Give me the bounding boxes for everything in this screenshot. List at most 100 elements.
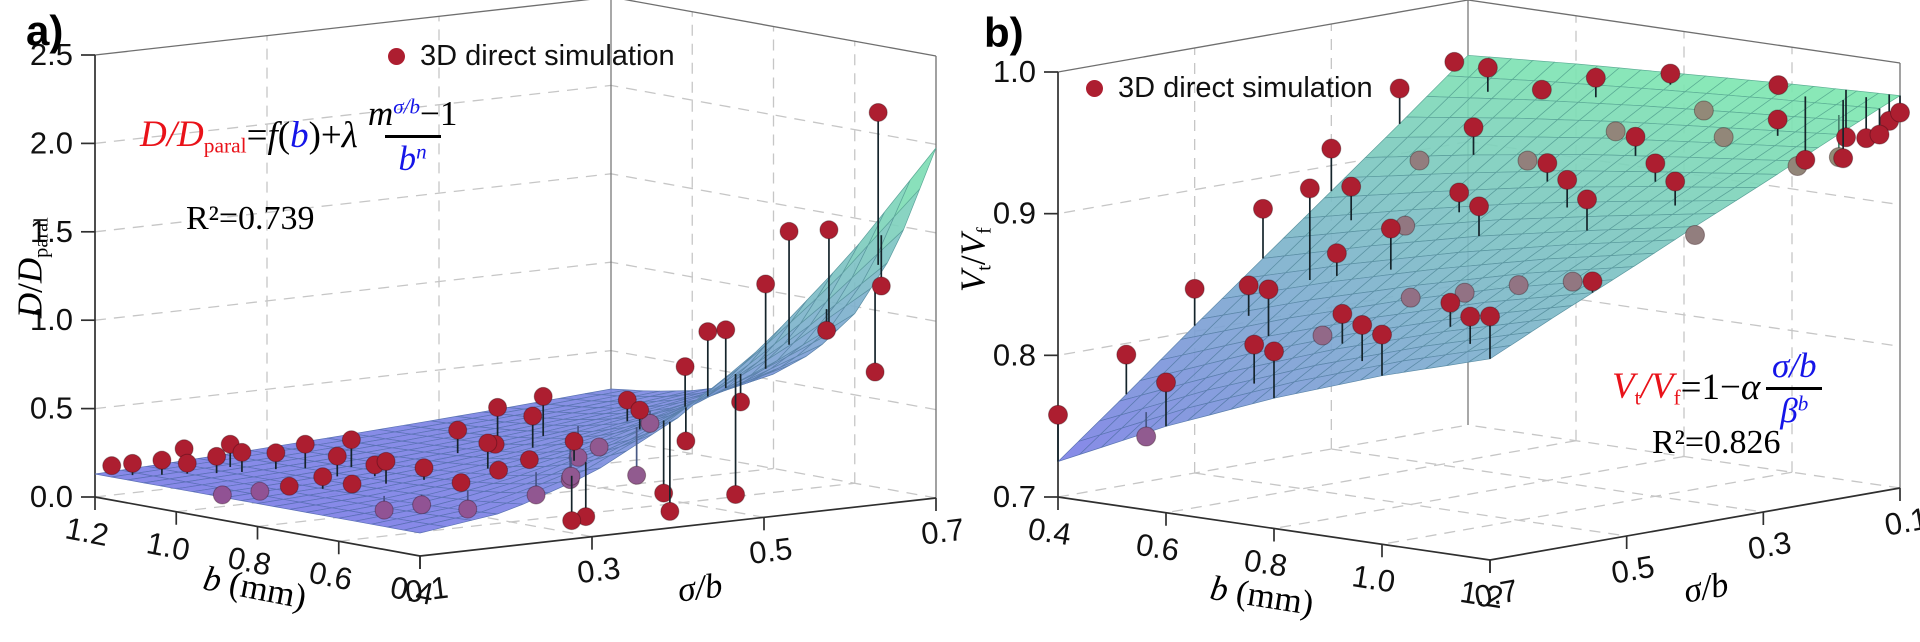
data-point — [1444, 51, 1465, 72]
data-point — [232, 442, 252, 462]
data-point — [865, 362, 885, 382]
data-point — [1693, 100, 1714, 121]
data-point — [1321, 138, 1342, 159]
data-point — [123, 453, 143, 473]
y-tick-label: 0.3 — [575, 550, 622, 590]
z-tick-label: 2.0 — [30, 125, 73, 160]
data-point — [617, 390, 637, 410]
data-point — [1469, 196, 1489, 217]
data-point — [1463, 117, 1484, 138]
eq-b-fraction: σ/b βb — [1766, 348, 1823, 429]
data-point — [207, 446, 227, 466]
data-point — [1562, 271, 1583, 292]
data-point — [414, 458, 434, 478]
x-tick-label: 0.8 — [1242, 542, 1290, 583]
data-point — [523, 406, 543, 426]
equation-panel-b: Vt/Vf =1− α σ/b βb — [1612, 348, 1823, 429]
data-point — [1238, 275, 1259, 296]
y-tick-label: 0.7 — [1472, 573, 1521, 615]
data-point — [1400, 287, 1421, 308]
data-point — [1341, 176, 1362, 197]
data-point — [1389, 78, 1410, 99]
x-tick-label: 1.0 — [144, 525, 193, 568]
data-point — [102, 456, 122, 476]
data-point — [871, 276, 891, 296]
data-point — [478, 433, 498, 453]
data-point — [266, 443, 286, 463]
legend-label: 3D direct simulation — [1118, 72, 1373, 104]
data-point — [1625, 126, 1646, 147]
panel-a-label: a) — [26, 7, 64, 54]
data-point — [819, 220, 839, 240]
scatter-points-behind — [212, 410, 660, 520]
data-point — [212, 485, 232, 505]
data-point — [1577, 189, 1597, 210]
z-tick-label: 0.7 — [993, 479, 1036, 514]
legend-panel-a: 3D direct simulation — [388, 40, 675, 73]
data-point — [526, 485, 546, 505]
scatter-points-behind — [1136, 100, 1849, 447]
x-tick-label: 1.0 — [1350, 558, 1398, 599]
data-point — [1312, 325, 1333, 346]
data-point — [1605, 121, 1626, 142]
data-point — [1116, 344, 1137, 365]
box-edges — [94, 0, 937, 498]
data-point — [660, 501, 680, 521]
data-point — [448, 420, 468, 440]
data-point — [1480, 306, 1500, 327]
data-point — [1136, 426, 1157, 447]
panel-b: 0.70.80.91.00.4 0.6 0.8 1.0 1.20.70.50.30.1 — [993, 0, 1920, 615]
data-point — [654, 483, 674, 503]
panel-a: 0.0 0.5 1.0 1.5 2.0 2.5 1.2 1.0 0.8 0.6 0.40.1 0.3 0… — [30, 0, 966, 612]
data-point — [1156, 372, 1176, 393]
surface-mesh — [1057, 54, 1902, 462]
data-point — [1477, 57, 1498, 78]
data-point — [1048, 404, 1068, 425]
data-point — [1460, 306, 1481, 327]
data-point — [1768, 75, 1789, 96]
data-point — [731, 392, 751, 412]
data-point — [313, 467, 333, 487]
data-point — [1645, 153, 1666, 174]
data-point — [564, 431, 584, 451]
scatter-points-front — [1048, 51, 1910, 462]
xy-axes: 1.2 1.0 0.8 0.6 0.40.1 0.3 0.5 0.7 — [63, 496, 966, 612]
panel-b-label: b) — [984, 9, 1024, 56]
data-point — [756, 274, 776, 294]
data-point — [779, 221, 799, 241]
x-tick-label: 0.6 — [306, 555, 355, 598]
z-tick-label: 2.5 — [30, 37, 73, 72]
legend-marker-icon — [388, 48, 405, 65]
y-tick-label: 0.1 — [403, 570, 450, 610]
wall-grid — [94, 11, 937, 484]
x-tick-label: 0.4 — [388, 569, 437, 612]
data-point — [1685, 225, 1705, 245]
data-point — [1836, 127, 1856, 148]
z-axis: 0.7 0.8 0.9 1.0 — [993, 54, 1059, 514]
data-point — [726, 484, 746, 504]
data-point — [1557, 169, 1578, 190]
data-point — [1869, 124, 1890, 145]
data-point — [562, 511, 582, 531]
x-tick-label: 1.2 — [63, 510, 112, 553]
data-point — [1253, 198, 1273, 219]
data-point — [250, 481, 270, 501]
data-point — [1833, 148, 1854, 169]
z-tick-label: 0.9 — [993, 196, 1036, 231]
data-point — [1380, 218, 1401, 239]
x-tick-label: 0.8 — [225, 540, 274, 583]
data-point — [1352, 314, 1373, 335]
data-point — [698, 322, 718, 342]
data-point — [177, 453, 197, 473]
data-point — [412, 495, 432, 515]
z-tick-label: 1.0 — [30, 302, 73, 337]
data-point — [1299, 178, 1320, 199]
y-tick-label: 0.5 — [1609, 549, 1658, 591]
data-point — [1372, 324, 1392, 345]
data-point — [1537, 153, 1558, 174]
legend-marker-icon — [1086, 80, 1103, 97]
eq-a-lhs: D/Dparal — [140, 113, 247, 158]
data-point — [1582, 271, 1603, 292]
data-point — [676, 431, 696, 451]
data-point — [1767, 109, 1788, 130]
